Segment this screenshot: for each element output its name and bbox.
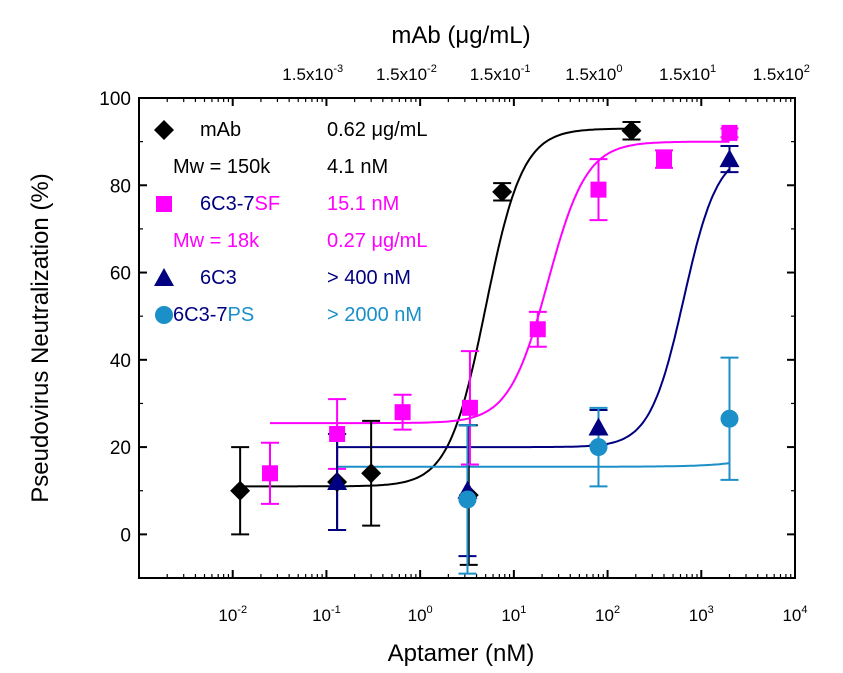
legend-value: 15.1 nM [327,193,399,215]
data-point-triangle [719,149,740,168]
y-tick-label: 0 [120,525,131,546]
data-point-circle [458,490,477,509]
top-tick-label: 1.5x100 [565,63,622,84]
y-tick-label: 80 [110,176,131,197]
fit-curve-circle [337,462,730,468]
y-tick-label: 40 [110,351,131,372]
legend-marker-triangle [154,268,174,286]
data-point-triangle [327,472,348,490]
x-tick-label: 101 [501,604,526,625]
top-tick-label: 1.5x10-1 [470,63,531,84]
top-tick-label: 1.5x101 [659,63,716,84]
data-point-circle [589,438,608,457]
data-point-diamond [492,181,513,202]
fit-curve-square [270,140,730,425]
legend-label: Mw = 18k [173,230,260,252]
x-tick-label: 103 [689,604,714,625]
data-point-square [529,321,546,338]
x-axis-title: Aptamer (nM) [388,640,535,667]
legend-label: mAb [200,119,241,141]
data-point-square [329,426,346,442]
plot-frame [138,97,796,579]
top-tick-label: 1.5x10-3 [282,63,343,84]
y-axis-title: Pseudovirus Neutralization (%) [27,173,54,502]
legend-value: 0.27 μg/mL [327,230,427,252]
x-tick-label: 100 [408,604,433,625]
legend-label: 6C3-7SF [200,193,280,215]
legend: mAb 0.62 μg/mL Mw = 150k 4.1 nM 6C3-7SF 15.1 … [154,119,427,326]
x-tick-label: 10-1 [312,604,341,625]
legend-value: > 400 nM [327,267,411,289]
top-tick-label: 1.5x10-2 [376,63,437,84]
data-point-diamond [230,480,251,501]
top-tick-label: 1.5x102 [753,63,810,84]
x-tick-label: 10-2 [218,604,247,625]
y-tick-label: 20 [110,438,131,459]
data-point-square [590,181,607,198]
legend-value: 0.62 μg/mL [327,119,427,141]
legend-marker-circle [155,306,173,324]
data-point-square [721,124,738,141]
data-point-square [655,151,672,168]
legend-marker-diamond [154,120,174,140]
y-tick-label: 100 [99,89,131,110]
fit-curves-layer [240,127,731,488]
fit-curve-triangle [337,168,731,449]
data-point-triangle [588,417,609,436]
error-bars-layer [231,121,739,575]
legend-label: Mw = 150k [173,156,271,178]
x-tick-label: 104 [782,604,807,625]
fit-curve-diamond [240,127,632,488]
data-point-square [461,399,478,416]
axis-labels-layer: mAb (μg/mL) Aptamer (nM) Pseudovirus Neu… [27,22,534,667]
data-point-diamond [621,120,642,141]
plot-frame-layer: 0 20 40 60 80 100 10-2 10-1 100 101 102 103 104 1.5x1… [99,63,810,625]
legend-value: 4.1 nM [327,156,388,178]
y-tick-label: 60 [110,264,131,285]
data-point-diamond [361,463,382,484]
legend-label: 6C3-7PS [173,304,254,326]
data-points-layer [230,120,740,509]
legend-marker-square [156,196,172,212]
data-point-square [262,465,279,482]
data-point-circle [720,409,739,428]
legend-value: > 2000 nM [327,304,422,326]
top-axis-title: mAb (μg/mL) [391,22,530,49]
x-tick-label: 102 [595,604,620,625]
legend-label: 6C3 [200,267,237,289]
data-point-square [394,404,411,421]
